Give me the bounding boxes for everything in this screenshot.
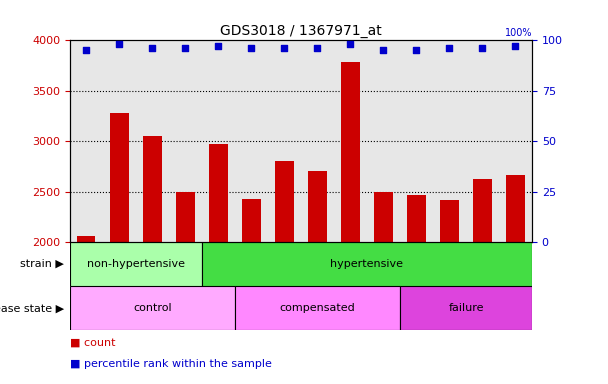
Point bbox=[379, 47, 389, 53]
Point bbox=[345, 41, 355, 47]
Bar bbox=[466, 40, 499, 242]
Bar bbox=[235, 286, 400, 330]
Bar bbox=[268, 40, 301, 242]
Point bbox=[81, 47, 91, 53]
Bar bbox=[70, 242, 202, 286]
Text: strain ▶: strain ▶ bbox=[20, 259, 64, 269]
Bar bbox=[506, 175, 525, 242]
Bar bbox=[70, 286, 235, 330]
Point bbox=[280, 45, 289, 51]
Text: 100%: 100% bbox=[505, 28, 532, 38]
Point bbox=[114, 41, 124, 47]
Bar bbox=[202, 40, 235, 242]
Bar bbox=[367, 40, 400, 242]
Text: control: control bbox=[133, 303, 171, 313]
Bar bbox=[499, 40, 532, 242]
Point bbox=[181, 45, 190, 51]
Point bbox=[511, 43, 520, 50]
Bar bbox=[275, 161, 294, 242]
Bar bbox=[301, 40, 334, 242]
Bar bbox=[110, 113, 128, 242]
Bar bbox=[400, 286, 532, 330]
Title: GDS3018 / 1367971_at: GDS3018 / 1367971_at bbox=[220, 24, 382, 38]
Text: ■ percentile rank within the sample: ■ percentile rank within the sample bbox=[70, 359, 272, 369]
Bar bbox=[334, 40, 367, 242]
Bar bbox=[474, 179, 491, 242]
Bar bbox=[400, 40, 433, 242]
Text: failure: failure bbox=[448, 303, 484, 313]
Bar bbox=[202, 242, 532, 286]
Bar bbox=[407, 195, 426, 242]
Point bbox=[313, 45, 322, 51]
Text: compensated: compensated bbox=[280, 303, 355, 313]
Point bbox=[148, 45, 157, 51]
Bar bbox=[136, 40, 169, 242]
Bar bbox=[440, 200, 458, 242]
Text: disease state ▶: disease state ▶ bbox=[0, 303, 64, 313]
Text: non-hypertensive: non-hypertensive bbox=[87, 259, 185, 269]
Bar bbox=[235, 40, 268, 242]
Point bbox=[412, 47, 421, 53]
Point bbox=[247, 45, 257, 51]
Bar bbox=[169, 40, 202, 242]
Bar bbox=[143, 136, 162, 242]
Bar bbox=[176, 192, 195, 242]
Bar bbox=[433, 40, 466, 242]
Bar bbox=[209, 144, 227, 242]
Bar bbox=[375, 192, 393, 242]
Text: ■ count: ■ count bbox=[70, 338, 116, 348]
Bar bbox=[341, 63, 359, 242]
Bar bbox=[103, 40, 136, 242]
Bar bbox=[243, 199, 260, 242]
Text: hypertensive: hypertensive bbox=[331, 259, 404, 269]
Point bbox=[478, 45, 488, 51]
Bar bbox=[308, 171, 326, 242]
Point bbox=[213, 43, 223, 50]
Bar bbox=[77, 236, 95, 242]
Bar bbox=[70, 40, 103, 242]
Point bbox=[444, 45, 454, 51]
